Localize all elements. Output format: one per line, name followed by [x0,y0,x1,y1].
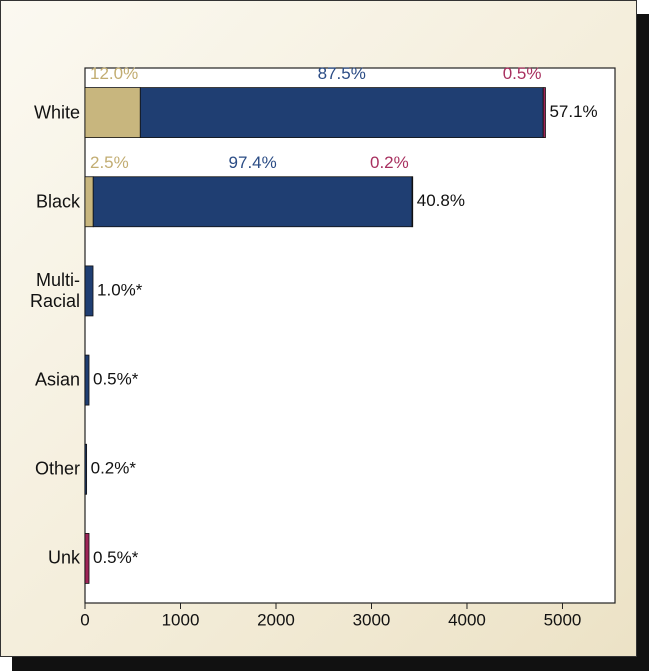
x-tick-label: 5000 [544,610,582,629]
x-tick-label: 3000 [353,610,391,629]
segment-label: 97.4% [229,153,277,172]
total-label: 0.5%* [93,548,139,567]
plot-area [84,67,616,604]
segment-label: 12.0% [90,64,138,83]
x-tick-label: 2000 [257,610,295,629]
x-tick-label: 4000 [448,610,486,629]
bar-segment [84,533,90,584]
bar-segment [411,176,414,228]
category-label: Multi- Racial [29,269,80,311]
segment-label: 87.5% [318,64,366,83]
segment-label: 2.5% [90,153,129,172]
category-label: Black [35,191,80,212]
bar-segment [139,87,544,138]
segment-label: 0.5% [503,64,542,83]
x-tick-label: 1000 [162,610,200,629]
category-label: White [33,102,80,123]
category-label: Other [34,458,80,479]
total-label: 40.8% [417,191,465,210]
bar-segment [92,176,413,228]
bar-segment [84,176,94,228]
bar-segment [84,87,141,138]
total-label: 0.5%* [93,370,139,389]
bar-segment [542,87,546,138]
category-label: Unk [47,547,80,568]
total-label: 0.2%* [91,459,137,478]
x-tick-label: 0 [80,610,89,629]
bar-segment [84,354,90,406]
total-label: 57.1% [549,102,597,121]
bar-segment [84,265,94,317]
category-label: Asian [34,369,80,390]
bar-segment [84,443,88,495]
total-label: 1.0%* [97,280,143,299]
segment-label: 0.2% [370,153,409,172]
